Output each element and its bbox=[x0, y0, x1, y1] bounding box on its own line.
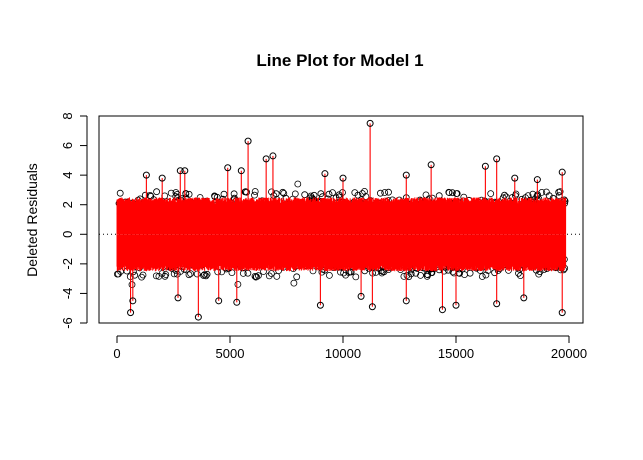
x-tick-label: 10000 bbox=[325, 346, 361, 361]
extreme-point-marker-20 bbox=[558, 309, 566, 317]
plot-area bbox=[98, 115, 584, 324]
extreme-point-marker-3 bbox=[493, 155, 501, 163]
extreme-point-marker-14 bbox=[402, 171, 410, 179]
extreme-point-marker-4 bbox=[262, 155, 270, 163]
y-axis-label: Deleted Residuals bbox=[24, 163, 40, 277]
extreme-point-marker-7 bbox=[224, 164, 232, 172]
residual-lines bbox=[116, 119, 567, 321]
x-axis: 0 5000 10000 15000 20000 bbox=[113, 335, 587, 361]
y-tick-label: 6 bbox=[60, 142, 75, 149]
extreme-point-marker-27 bbox=[233, 298, 241, 306]
extreme-point-marker-15 bbox=[158, 174, 166, 182]
x-tick-label: 20000 bbox=[551, 346, 587, 361]
y-tick-label: 0 bbox=[60, 231, 75, 238]
y-tick-label: -2 bbox=[60, 258, 75, 270]
extreme-point-marker-32 bbox=[174, 294, 182, 302]
y-tick-label: -6 bbox=[60, 317, 75, 329]
extreme-point-marker-18 bbox=[533, 176, 541, 184]
extreme-point-marker-28 bbox=[129, 297, 137, 305]
extreme-point-marker-9 bbox=[237, 167, 245, 175]
y-tick-label: -4 bbox=[60, 288, 75, 300]
extreme-point-marker-12 bbox=[321, 170, 329, 178]
extreme-point-marker-11 bbox=[558, 168, 566, 176]
extreme-point-marker-1 bbox=[244, 137, 252, 145]
x-tick-label: 0 bbox=[113, 346, 120, 361]
extreme-point-marker-19 bbox=[194, 313, 202, 321]
extreme-point-marker-5 bbox=[427, 161, 435, 169]
y-tick-label: 4 bbox=[60, 172, 75, 179]
extreme-point-marker-6 bbox=[481, 162, 489, 170]
extreme-point-marker-17 bbox=[511, 174, 519, 182]
extreme-point-marker-22 bbox=[438, 306, 446, 314]
y-tick-label: 8 bbox=[60, 112, 75, 119]
x-tick-label: 15000 bbox=[438, 346, 474, 361]
extreme-point-marker-8 bbox=[176, 167, 184, 175]
extreme-point-marker-21 bbox=[127, 309, 135, 317]
plot-frame bbox=[98, 115, 584, 324]
residual-lines-lower bbox=[116, 234, 567, 272]
extreme-point-marker-10 bbox=[181, 167, 189, 175]
extreme-point-marker-33 bbox=[357, 292, 365, 300]
extreme-point-marker-25 bbox=[452, 301, 460, 309]
y-tick-label: 2 bbox=[60, 201, 75, 208]
extreme-point-marker-2 bbox=[269, 152, 277, 160]
chart-title: Line Plot for Model 1 bbox=[256, 51, 423, 70]
y-axis: -6 -4 -2 0 2 4 6 8 bbox=[60, 112, 88, 329]
extreme-point-marker-23 bbox=[368, 303, 376, 311]
extreme-point-marker-30 bbox=[215, 297, 223, 305]
extreme-point-marker-0 bbox=[366, 119, 374, 127]
extreme-point-marker-26 bbox=[493, 300, 501, 308]
x-tick-label: 5000 bbox=[216, 346, 245, 361]
extreme-point-marker-29 bbox=[402, 297, 410, 305]
extreme-point-marker-24 bbox=[316, 301, 324, 309]
extreme-point-marker-31 bbox=[520, 294, 528, 302]
extreme-point-marker-13 bbox=[142, 171, 150, 179]
extreme-point-marker-16 bbox=[339, 174, 347, 182]
